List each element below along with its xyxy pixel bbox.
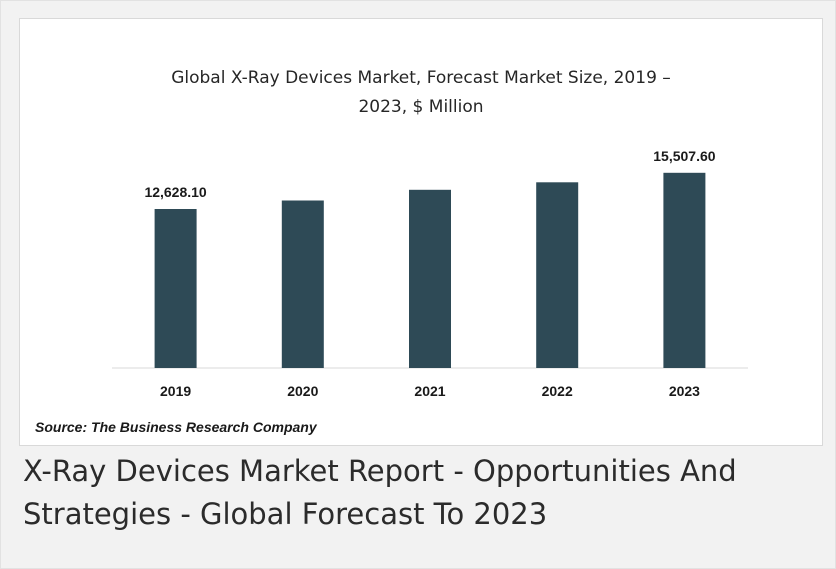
data-label-2023: 15,507.60 [653,148,715,164]
bar-2023 [663,172,706,368]
x-tick-label-2020: 2020 [287,383,318,399]
x-tick-label-2019: 2019 [160,383,191,399]
bar-2019 [154,209,197,368]
bars-group: 2019 12,628.10 2020 2021 2022 2023 15,507.60 [144,148,715,399]
bar-chart: Global X-Ray Devices Market, Forecast Ma… [112,68,748,399]
data-label-2019: 12,628.10 [144,184,206,200]
bar-2022 [536,182,579,368]
bar-2020 [281,200,324,368]
source-note: Source: The Business Research Company [35,419,317,435]
bar-2021 [409,189,451,368]
chart-frame: Global X-Ray Devices Market, Forecast Ma… [19,18,823,446]
x-tick-label-2021: 2021 [414,383,445,399]
report-title: X-Ray Devices Market Report - Opportunit… [23,454,737,531]
chart-title-line-1: Global X-Ray Devices Market, Forecast Ma… [171,68,671,88]
x-tick-label-2023: 2023 [669,383,700,399]
chart-title-line-2: 2023, $ Million [358,97,483,117]
x-tick-label-2022: 2022 [542,383,573,399]
